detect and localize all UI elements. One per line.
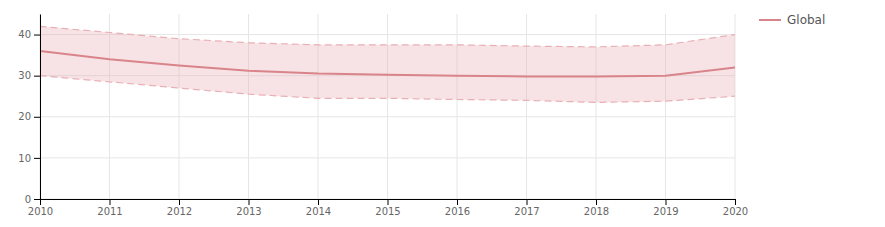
tick-mark <box>735 199 736 205</box>
tick: 2010 <box>28 199 53 217</box>
grid-line <box>318 14 319 199</box>
plot: 2010201120122013201420152016201720182019… <box>18 14 748 217</box>
marks <box>40 26 735 102</box>
tick-label: 2012 <box>167 206 192 217</box>
dashed-line <box>40 76 735 103</box>
tick-mark <box>388 199 389 205</box>
x-axis: 2010 2011 2012 2013 2014 2015 2016 2017 2018 2019… <box>28 199 748 217</box>
tick: 2019 <box>653 199 678 217</box>
tick-label: 2016 <box>445 206 470 217</box>
tick-mark <box>34 117 40 118</box>
tick-mark <box>34 199 40 200</box>
tick-label: 2017 <box>514 206 539 217</box>
tick-mark <box>110 199 111 205</box>
tick: 0 <box>25 194 40 205</box>
tick: 20 <box>18 111 40 122</box>
grid-line <box>40 14 41 199</box>
grid-line <box>526 14 527 199</box>
band <box>40 26 735 102</box>
dashed-line <box>40 26 735 47</box>
tick-mark <box>34 158 40 159</box>
y-axis: 0 10 20 30 40 <box>18 15 40 205</box>
tick: 2013 <box>236 199 261 217</box>
tick: 2012 <box>167 199 192 217</box>
line <box>40 51 735 76</box>
tick-mark <box>249 199 250 205</box>
tick-label: 2018 <box>584 206 609 217</box>
axis-line <box>40 15 41 200</box>
tick-mark <box>179 199 180 205</box>
grid-line <box>596 14 597 199</box>
tick-label: 2014 <box>306 206 331 217</box>
tick-label: 40 <box>18 29 31 40</box>
tick: 2018 <box>584 199 609 217</box>
tick-mark <box>666 199 667 205</box>
tick-label: 10 <box>18 153 31 164</box>
tick-label: 2019 <box>653 206 678 217</box>
tick-label: 0 <box>25 194 31 205</box>
tick: 40 <box>18 29 40 40</box>
legend: Global <box>759 13 825 27</box>
chart: 2010201120122013201420152016201720182019… <box>0 0 885 227</box>
tick-label: 2020 <box>723 206 748 217</box>
tick: 2015 <box>375 199 400 217</box>
grid-line <box>248 14 249 199</box>
tick-mark <box>34 35 40 36</box>
grid-line <box>457 14 458 199</box>
tick-mark <box>40 199 41 205</box>
tick-mark <box>527 199 528 205</box>
tick-mark <box>318 199 319 205</box>
tick-mark <box>596 199 597 205</box>
tick: 2011 <box>97 199 122 217</box>
tick-label: 2015 <box>375 206 400 217</box>
tick: 2020 <box>723 199 748 217</box>
legend-label: Global <box>787 13 825 27</box>
tick-mark <box>34 76 40 77</box>
grid <box>40 14 735 199</box>
tick-mark <box>457 199 458 205</box>
grid-line <box>665 14 666 199</box>
tick-label: 2013 <box>236 206 261 217</box>
tick: 2017 <box>514 199 539 217</box>
grid-line <box>387 14 388 199</box>
legend-swatch <box>759 19 781 21</box>
tick: 10 <box>18 153 40 164</box>
tick-label: 20 <box>18 111 31 122</box>
tick-label: 30 <box>18 70 31 81</box>
tick-label: 2010 <box>28 206 53 217</box>
tick: 30 <box>18 70 40 81</box>
tick-label: 2011 <box>97 206 122 217</box>
tick: 2016 <box>445 199 470 217</box>
legend-item: Global <box>759 13 825 27</box>
tick: 2014 <box>306 199 331 217</box>
